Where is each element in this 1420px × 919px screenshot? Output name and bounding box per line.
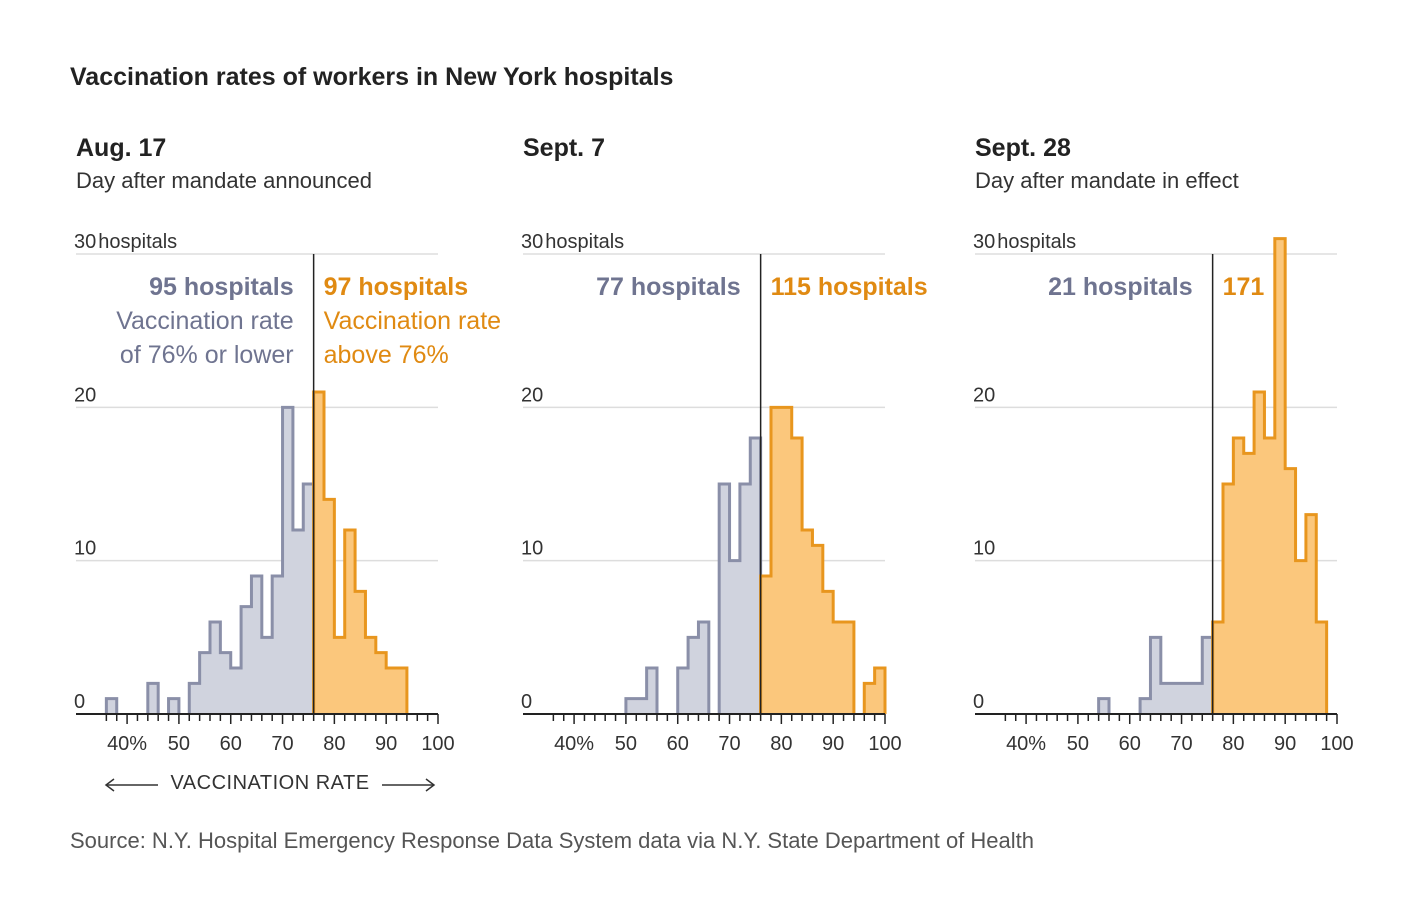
histogram-bars-below-threshold — [104, 697, 119, 714]
histogram-bars-below-threshold — [146, 681, 160, 714]
x-tick-label: 80 — [323, 733, 345, 755]
x-tick-label: 100 — [1320, 733, 1353, 755]
above-threshold-description: above 76% — [324, 341, 449, 369]
x-axis-label-group: VACCINATION RATE — [104, 772, 436, 794]
panel-subtitle: Day after mandate announced — [76, 168, 372, 193]
x-tick-label: 40% — [1006, 733, 1046, 755]
histogram-panel-1: Aug. 17 Day after mandate announced 30 hosp… — [74, 134, 501, 755]
y-tick-value: 30 — [74, 231, 96, 253]
x-tick-label: 70 — [271, 733, 293, 755]
x-tick-label: 70 — [718, 733, 740, 755]
histogram-bars-below-threshold — [167, 697, 181, 714]
y-tick-value: 20 — [973, 384, 995, 406]
x-tick-label: 90 — [375, 733, 397, 755]
y-tick-value: 20 — [74, 384, 96, 406]
x-tick-label: 50 — [615, 733, 637, 755]
panel-date: Sept. 28 — [975, 134, 1071, 162]
source-note: Source: N.Y. Hospital Emergency Response… — [70, 828, 1034, 853]
below-threshold-description: Vaccination rate — [116, 307, 293, 335]
y-tick-value: 20 — [521, 384, 543, 406]
histogram-bars-above-threshold — [312, 390, 409, 714]
histogram-bars-below-threshold — [676, 620, 711, 714]
below-threshold-count: 21 hospitals — [1048, 273, 1193, 301]
chart-title: Vaccination rates of workers in New York… — [70, 63, 673, 91]
histogram-bars-below-threshold — [1097, 697, 1111, 714]
x-tick-label: 60 — [220, 733, 242, 755]
y-tick-unit: hospitals — [545, 231, 624, 253]
below-threshold-count: 77 hospitals — [596, 273, 741, 301]
right-arrowhead-icon — [425, 778, 436, 792]
histogram-bars-below-threshold — [624, 666, 659, 714]
y-tick-label: 0 — [74, 691, 85, 713]
y-tick-unit: hospitals — [997, 231, 1076, 253]
y-tick-label: 10 — [521, 538, 543, 560]
y-tick-value: 10 — [973, 538, 995, 560]
y-tick-value: 10 — [521, 538, 543, 560]
histogram-bars-above-threshold — [759, 405, 856, 714]
x-tick-label: 50 — [1067, 733, 1089, 755]
y-tick-label: 20 — [74, 384, 96, 406]
histogram-bars-below-threshold — [187, 405, 316, 714]
y-tick-value: 0 — [973, 691, 984, 713]
x-tick-label: 70 — [1170, 733, 1192, 755]
y-tick-label: 30 hospitals — [74, 231, 177, 253]
y-tick-label: 10 — [973, 538, 995, 560]
y-tick-value: 30 — [973, 231, 995, 253]
panel-date: Sept. 7 — [523, 134, 605, 162]
y-tick-value: 0 — [74, 691, 85, 713]
y-tick-label: 0 — [973, 691, 984, 713]
y-tick-label: 30 hospitals — [521, 231, 624, 253]
y-tick-value: 10 — [74, 538, 96, 560]
x-tick-label: 60 — [1119, 733, 1141, 755]
left-arrowhead-icon — [104, 778, 115, 792]
x-axis-label: VACCINATION RATE — [170, 772, 369, 794]
x-tick-label: 90 — [1274, 733, 1296, 755]
y-tick-value: 0 — [521, 691, 532, 713]
histogram-bars-above-threshold — [862, 666, 887, 714]
y-tick-unit: hospitals — [98, 231, 177, 253]
x-tick-label: 80 — [770, 733, 792, 755]
y-tick-value: 30 — [521, 231, 543, 253]
above-threshold-description: Vaccination rate — [324, 307, 501, 335]
below-threshold-description: of 76% or lower — [120, 341, 294, 369]
x-tick-label: 80 — [1222, 733, 1244, 755]
x-tick-label: 100 — [421, 733, 454, 755]
histogram-bars-below-threshold — [1138, 635, 1215, 714]
histogram-panel-3: Sept. 28 Day after mandate in effect 30 hos… — [973, 134, 1354, 755]
y-tick-label: 0 — [521, 691, 532, 713]
above-threshold-count: 171 — [1223, 273, 1265, 301]
y-tick-label: 30 hospitals — [973, 231, 1076, 253]
y-tick-label: 20 — [973, 384, 995, 406]
panel-date: Aug. 17 — [76, 134, 166, 162]
x-tick-label: 90 — [822, 733, 844, 755]
below-threshold-count: 95 hospitals — [149, 273, 294, 301]
above-threshold-count: 115 hospitals — [771, 273, 928, 301]
y-tick-label: 20 — [521, 384, 543, 406]
x-tick-label: 60 — [667, 733, 689, 755]
x-tick-label: 40% — [107, 733, 147, 755]
above-threshold-count: 97 hospitals — [324, 273, 469, 301]
x-tick-label: 50 — [168, 733, 190, 755]
histogram-bars-below-threshold — [717, 436, 763, 714]
y-tick-label: 10 — [74, 538, 96, 560]
histogram-bars-above-threshold — [1211, 237, 1329, 714]
x-tick-label: 40% — [554, 733, 594, 755]
x-tick-label: 100 — [868, 733, 901, 755]
panel-subtitle: Day after mandate in effect — [975, 168, 1239, 193]
